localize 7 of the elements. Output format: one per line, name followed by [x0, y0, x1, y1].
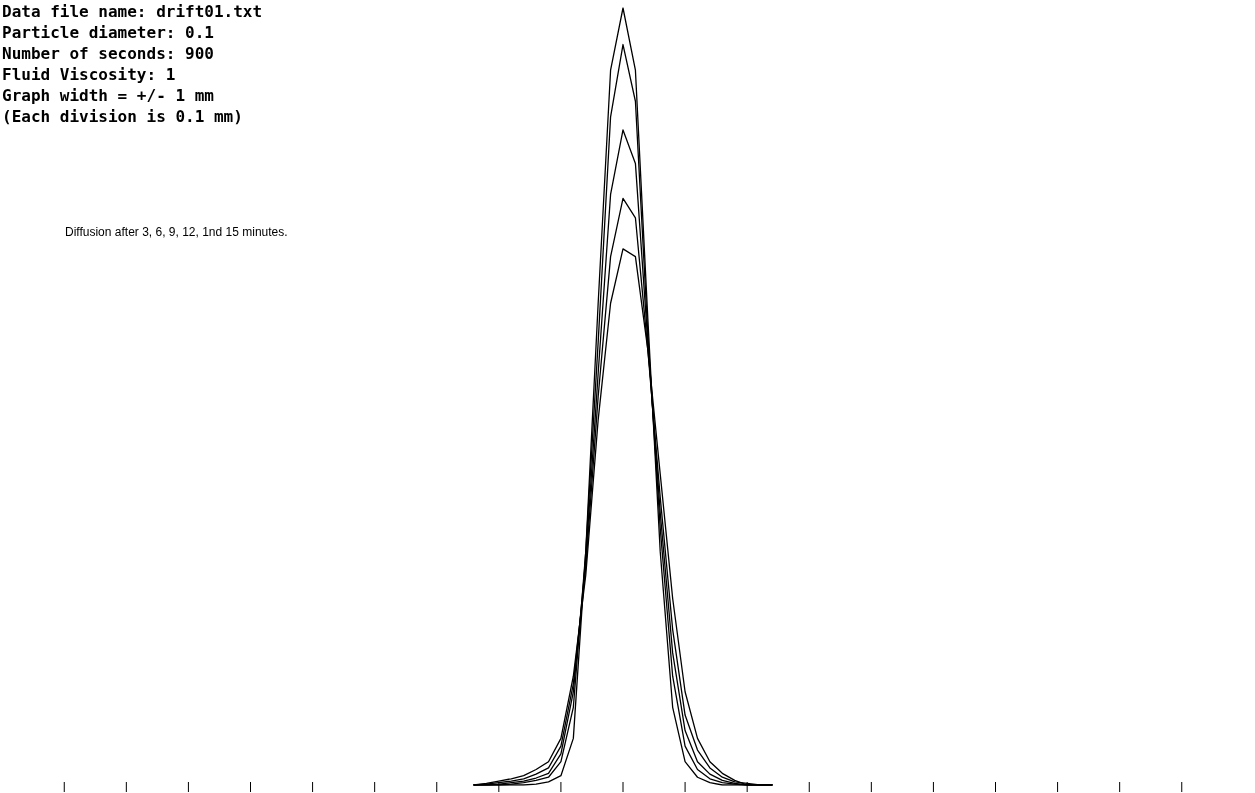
text: Data file name: drift01.txt [2, 1, 263, 21]
text: Number of seconds: 900 [2, 43, 214, 63]
text: Diffusion after 3, 6, 9, 12, 1nd 15 minutes. [65, 225, 288, 239]
text: Fluid Viscosity: 1 [2, 64, 176, 84]
text: Particle diameter: 0.1 [2, 22, 214, 42]
text: Graph width = +/- 1 mm [2, 85, 215, 105]
text: (Each division is 0.1 mm) [2, 106, 243, 126]
